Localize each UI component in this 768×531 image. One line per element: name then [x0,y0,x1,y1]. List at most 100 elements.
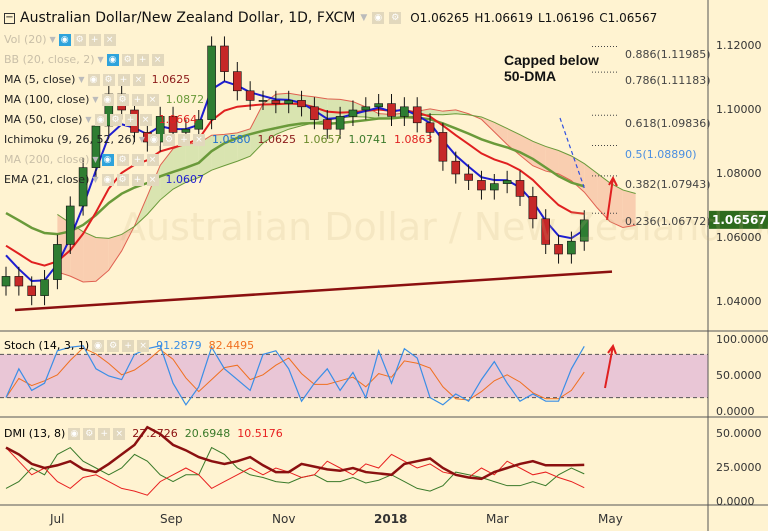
plus-icon[interactable]: + [177,133,190,146]
indicator-legend-row[interactable]: MA (5, close) ▼ ◉ ⚙ + × 1.0625 [4,73,190,86]
plus-icon[interactable]: + [122,339,135,352]
visibility-icon[interactable]: ◉ [147,133,160,146]
candle-body [477,180,486,191]
gear-icon[interactable]: ⚙ [102,73,115,86]
chevron-down-icon[interactable]: ▼ [92,175,99,184]
chevron-down-icon[interactable]: ▼ [138,135,145,144]
dmi-axis-tick: 50.0000 [716,427,762,440]
stoch-axis-tick: 100.0000 [716,333,768,346]
candle-body [374,103,383,108]
close-icon[interactable]: × [151,53,164,66]
candle-body [554,244,563,255]
gear-icon[interactable]: ⚙ [73,33,86,46]
candle-body [310,106,319,120]
adx-value: 27.2726 [132,427,178,440]
plus-icon[interactable]: + [131,153,144,166]
gear-icon[interactable]: ⚙ [121,53,134,66]
visibility-icon[interactable]: ◉ [101,173,114,186]
candle-body [258,100,268,102]
candle-body [464,173,473,181]
ohlc-high: H1.06619 [474,11,533,25]
visibility-icon[interactable]: ◉ [68,427,81,440]
gear-icon[interactable]: ⚙ [162,133,175,146]
chevron-down-icon[interactable]: ▼ [360,13,368,23]
visibility-icon[interactable]: ◉ [94,113,107,126]
visibility-icon[interactable]: ◉ [101,153,114,166]
gear-icon[interactable]: ⚙ [109,113,122,126]
close-icon[interactable]: × [146,93,159,106]
gear-icon[interactable]: ⚙ [83,427,96,440]
visibility-icon[interactable]: ◉ [58,33,71,46]
indicator-legend-row[interactable]: Vol (20) ▼ ◉ ⚙ + × [4,33,116,46]
indicator-legend-row[interactable]: MA (200, close) ▼ ◉ ⚙ + × [4,153,159,166]
candle-body [387,103,396,117]
stoch-axis-tick: 0.0000 [716,405,755,418]
gear-icon[interactable]: ⚙ [389,12,402,24]
collapse-icon[interactable]: − [4,11,15,24]
chevron-down-icon[interactable]: ▼ [92,155,99,164]
plus-icon[interactable]: + [131,173,144,186]
visibility-icon[interactable]: ◉ [106,53,119,66]
indicator-value: 1.0625 [257,133,296,146]
close-icon[interactable]: × [113,427,126,440]
stoch-label: Stoch (14, 3, 1) [4,339,90,352]
candle-body [502,180,512,184]
fib-level-label: 0.382(1.07943) [625,177,711,191]
candle-body [335,116,345,130]
x-tick-2018: 2018 [374,512,408,526]
candle-body [400,106,409,117]
price-axis-tick: 1.08000 [716,167,762,180]
stoch-axis-tick: 50.0000 [716,369,762,382]
close-icon[interactable]: × [139,113,152,126]
plus-icon[interactable]: + [88,33,101,46]
candle-body [489,183,499,191]
close-icon[interactable]: × [146,153,159,166]
current-price-tag [709,210,768,229]
indicator-legend-row[interactable]: EMA (21, close) ▼ ◉ ⚙ + × 1.0607 [4,173,204,186]
annotation-text: Capped below 50-DMA [504,52,599,84]
close-icon[interactable]: × [137,339,150,352]
dmi-legend: DMI (13, 8) ◉ ⚙ + × 27.2726 20.6948 10.5176 [4,427,283,440]
indicator-legend-row[interactable]: MA (100, close) ▼ ◉ ⚙ + × 1.0872 [4,93,204,106]
plus-icon[interactable]: + [131,93,144,106]
close-icon[interactable]: × [192,133,205,146]
chevron-down-icon[interactable]: ▼ [85,115,92,124]
ichimoku-cloud-segment [250,104,263,157]
di-minus-value: 10.5176 [237,427,283,440]
gear-icon[interactable]: ⚙ [116,153,129,166]
indicator-legend-row[interactable]: BB (20, close, 2) ▼ ◉ ⚙ + × [4,53,164,66]
chart-title-row: − Australian Dollar/New Zealand Dollar, … [4,10,657,26]
chevron-down-icon[interactable]: ▼ [92,95,99,104]
plus-icon[interactable]: + [124,113,137,126]
indicator-legend-row[interactable]: MA (50, close) ▼ ◉ ⚙ + × 1.0664 [4,113,197,126]
ichimoku-cloud-segment [211,134,225,171]
candle-body [91,125,101,168]
chevron-down-icon[interactable]: ▼ [49,35,56,44]
ohlc-close: C1.06567 [599,11,658,25]
plus-icon[interactable]: + [98,427,111,440]
stoch-up-arrow-icon [604,343,617,389]
indicator-legend-row[interactable]: Ichimoku (9, 26, 52, 26) ▼ ◉ ⚙ + × 1.0580 1.062… [4,133,432,146]
chevron-down-icon[interactable]: ▼ [97,55,104,64]
plus-icon[interactable]: + [117,73,130,86]
visibility-icon[interactable]: ◉ [101,93,114,106]
chevron-down-icon[interactable]: ▼ [78,75,85,84]
visibility-icon[interactable]: ◉ [92,339,105,352]
ichimoku-cloud-segment [95,237,109,282]
visibility-icon[interactable]: ◉ [87,73,100,86]
gear-icon[interactable]: ⚙ [116,173,129,186]
candle-body [27,285,37,296]
candle-body [284,100,294,104]
ichimoku-cloud-segment [622,189,636,228]
candle-body [220,45,229,72]
gear-icon[interactable]: ⚙ [107,339,120,352]
visibility-icon[interactable]: ◉ [372,12,385,24]
close-icon[interactable]: × [146,173,159,186]
gear-icon[interactable]: ⚙ [116,93,129,106]
close-icon[interactable]: × [103,33,116,46]
close-icon[interactable]: × [132,73,145,86]
price-axis-tick: 1.12000 [716,39,762,52]
candle-body [567,240,576,255]
plus-icon[interactable]: + [136,53,149,66]
